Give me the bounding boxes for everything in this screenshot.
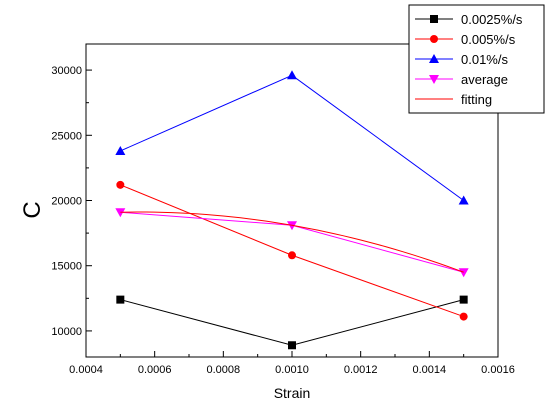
legend-swatch-marker (429, 75, 439, 84)
data-point (459, 312, 468, 321)
y-tick-label: 30000 (51, 65, 82, 77)
x-axis: 0.0004 0.0006 0.0008 0.0010 0.0012 0.0014 0.00… (69, 351, 515, 376)
series-line (120, 211, 464, 273)
series-line (120, 211, 464, 273)
data-point (115, 208, 126, 218)
legend: 0.0025%/s 0.005%/s 0.01%/s average fitting (408, 4, 545, 114)
legend-item: 0.005%/s (415, 32, 516, 47)
legend-item: 0.0025%/s (415, 12, 523, 27)
series-layer (115, 70, 469, 350)
data-point (458, 268, 469, 278)
data-point (116, 180, 125, 189)
y-tick-label: 15000 (51, 261, 82, 273)
legend-label: average (461, 72, 508, 87)
legend-swatch-marker (429, 54, 439, 63)
y-tick-label: 25000 (51, 130, 82, 142)
y-tick-label: 10000 (51, 326, 82, 338)
legend-item: fitting (415, 92, 492, 107)
legend-label: 0.005%/s (461, 32, 516, 47)
data-point (288, 251, 296, 260)
data-point (116, 295, 125, 304)
legend-swatch-marker (430, 15, 438, 23)
series-fitting (120, 211, 464, 273)
x-axis-title: Strain (274, 385, 311, 401)
x-tick-label: 0.0016 (481, 364, 515, 376)
series-line (120, 184, 464, 318)
legend-label: 0.0025%/s (461, 12, 523, 27)
x-tick-label: 0.0014 (413, 364, 447, 376)
series-0.005%/s (116, 180, 468, 321)
data-point (458, 195, 469, 205)
series-average (115, 208, 469, 278)
data-point (459, 295, 468, 304)
legend-swatch-marker (430, 35, 438, 43)
y-axis: 10000 15000 20000 25000 30000 (51, 65, 92, 338)
x-tick-label: 0.0006 (138, 364, 172, 376)
y-tick-label: 20000 (51, 196, 82, 208)
x-tick-label: 0.0010 (275, 364, 309, 376)
y-axis-title: C (19, 201, 46, 218)
legend-item: 0.01%/s (415, 52, 508, 67)
data-point (115, 145, 126, 155)
legend-label: fitting (461, 92, 492, 107)
data-point (287, 70, 297, 80)
legend-label: 0.01%/s (461, 52, 508, 67)
series-line (120, 299, 464, 346)
x-tick-label: 0.0012 (344, 364, 378, 376)
data-point (288, 341, 296, 350)
x-tick-label: 0.0004 (69, 364, 103, 376)
x-tick-label: 0.0008 (207, 364, 241, 376)
series-0.01%/s (115, 70, 469, 205)
legend-item: average (415, 72, 508, 87)
series-0.0025%/s (116, 295, 468, 350)
